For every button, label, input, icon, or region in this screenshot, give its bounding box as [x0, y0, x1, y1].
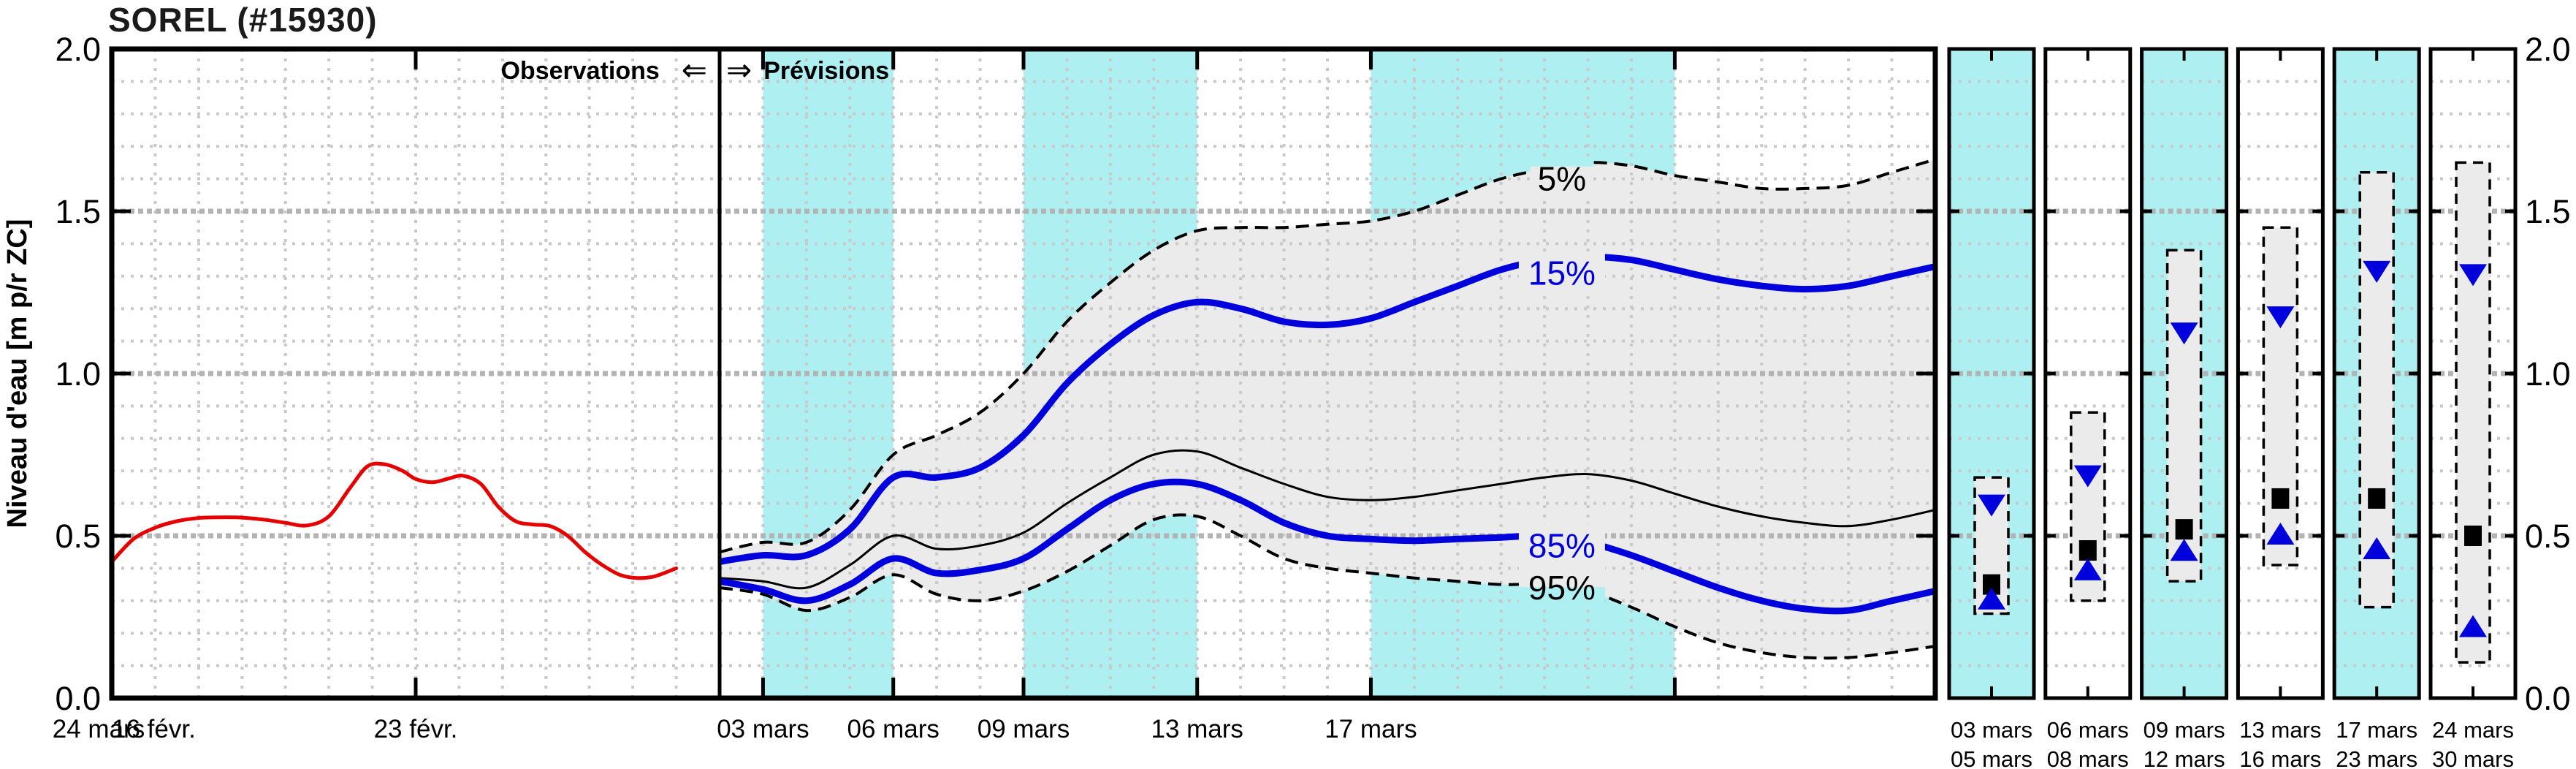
range-5-95-rect [2358, 170, 2395, 609]
median-marker-square [2078, 539, 2097, 561]
x-tick-label: 23 févr. [374, 715, 458, 743]
x-tick-label: 16 févr. [112, 715, 196, 743]
box-label-start: 03 mars [1951, 717, 2032, 743]
arrow-right-icon: ⇒ [726, 53, 752, 87]
x-tick-label: 13 mars [1151, 715, 1243, 743]
range-5-95-rect [2262, 226, 2299, 567]
p15-marker-triangle-down [2363, 260, 2391, 283]
summary-box-1: 03 mars 05 mars [1947, 47, 2036, 769]
box-label-start: 17 mars [2336, 717, 2417, 743]
box-label-end: 08 mars [2047, 746, 2129, 769]
p85-marker-triangle-up [1978, 587, 2005, 610]
observed-water-level-line [110, 461, 679, 580]
y-tick-label-left: 2.0 [55, 31, 101, 68]
y-tick-label-right: 1.0 [2525, 355, 2571, 393]
range-5-95-rect [2455, 161, 2491, 664]
p15-marker-triangle-down [1978, 494, 2005, 517]
p85-marker-triangle-up [2073, 558, 2102, 580]
median-marker-square [2464, 526, 2482, 546]
observations-annotation: Observations ⇐ [409, 54, 707, 87]
previsions-label: Prévisions [763, 57, 890, 85]
p15-marker-triangle-down [2459, 264, 2487, 287]
median-marker-square [2368, 488, 2386, 509]
y-tick-label-left: 1.5 [55, 193, 101, 230]
box-label-start: 24 mars [2432, 717, 2514, 743]
arrow-left-icon: ⇐ [681, 53, 707, 87]
p15-marker-triangle-down [2170, 322, 2198, 345]
p15-marker-triangle-down [2073, 465, 2102, 488]
y-axis-title: Niveau d'eau [m p/r ZC] [2, 219, 33, 529]
summary-box-border [2140, 47, 2229, 700]
summary-box-border [2428, 47, 2518, 700]
median-marker-square [2271, 488, 2290, 509]
label-bg [1518, 251, 1605, 295]
x-tick-label: 24 mars [53, 715, 145, 743]
box-label-start: 13 mars [2239, 717, 2321, 743]
forecast-line-15pct [719, 253, 1936, 565]
p85-marker-triangle-up [2170, 539, 2198, 561]
y-tick-label-right: 0.0 [2525, 680, 2571, 717]
p85-marker-triangle-up [2266, 523, 2295, 545]
p85-marker-triangle-up [2459, 615, 2487, 637]
summary-box-border [2043, 47, 2133, 700]
label-bg [1530, 166, 1593, 200]
y-tick-label-right: 0.5 [2525, 518, 2571, 555]
y-tick-label-right: 1.5 [2525, 193, 2571, 230]
p85-marker-triangle-up [2363, 537, 2391, 559]
curve-label-85pct: 85% [1528, 526, 1596, 564]
p15-marker-triangle-down [2266, 306, 2295, 329]
box-label-end: 30 mars [2432, 746, 2514, 769]
y-tick-label-right: 2.0 [2525, 31, 2571, 68]
y-tick-label-left: 0.0 [55, 680, 101, 717]
summary-box-border [1947, 47, 2036, 700]
label-bg [1518, 587, 1605, 610]
box-label-end: 12 mars [2144, 746, 2225, 769]
forecast-line-85pct [719, 478, 1936, 615]
median-marker-square [2175, 519, 2193, 540]
summary-box-2: 06 mars 08 mars [2043, 47, 2133, 769]
gridlines [112, 49, 1935, 698]
label-bg [1518, 524, 1605, 567]
box-label-end: 16 mars [2239, 746, 2321, 769]
summary-box-border [2332, 47, 2421, 700]
page-title: SOREL (#15930) [108, 1, 378, 39]
box-label-end: 23 mars [2336, 746, 2417, 769]
x-tick-label: 06 mars [847, 715, 939, 743]
forecast-line-95pct [719, 513, 1936, 660]
forecast-line-médiane [719, 449, 1936, 590]
curve-label-5pct: 5% [1538, 160, 1586, 198]
summary-box-border [2236, 47, 2325, 700]
summary-box-3: 09 mars 12 mars [2140, 47, 2229, 769]
y-tick-label-left: 1.0 [55, 355, 101, 393]
box-label-start: 09 mars [2144, 717, 2225, 743]
curve-label-15pct: 15% [1528, 254, 1596, 292]
y-tick-label-left: 0.5 [55, 518, 101, 555]
x-tick-label: 03 mars [717, 715, 809, 743]
box-label-end: 05 mars [1951, 746, 2032, 769]
summary-box-5: 17 mars 23 mars [2332, 47, 2421, 769]
summary-box-4: 13 mars 16 mars [2236, 47, 2325, 769]
box-label-start: 06 mars [2047, 717, 2129, 743]
previsions-annotation: ⇒ Prévisions [726, 54, 889, 87]
forecast-line-5pct [719, 158, 1936, 554]
summary-box-6: 24 mars 30 mars [2428, 47, 2518, 769]
curve-label-95pct: 95% [1528, 569, 1596, 607]
observations-label: Observations [500, 57, 660, 85]
x-tick-label: 17 mars [1325, 715, 1417, 743]
x-tick-label: 09 mars [978, 715, 1070, 743]
